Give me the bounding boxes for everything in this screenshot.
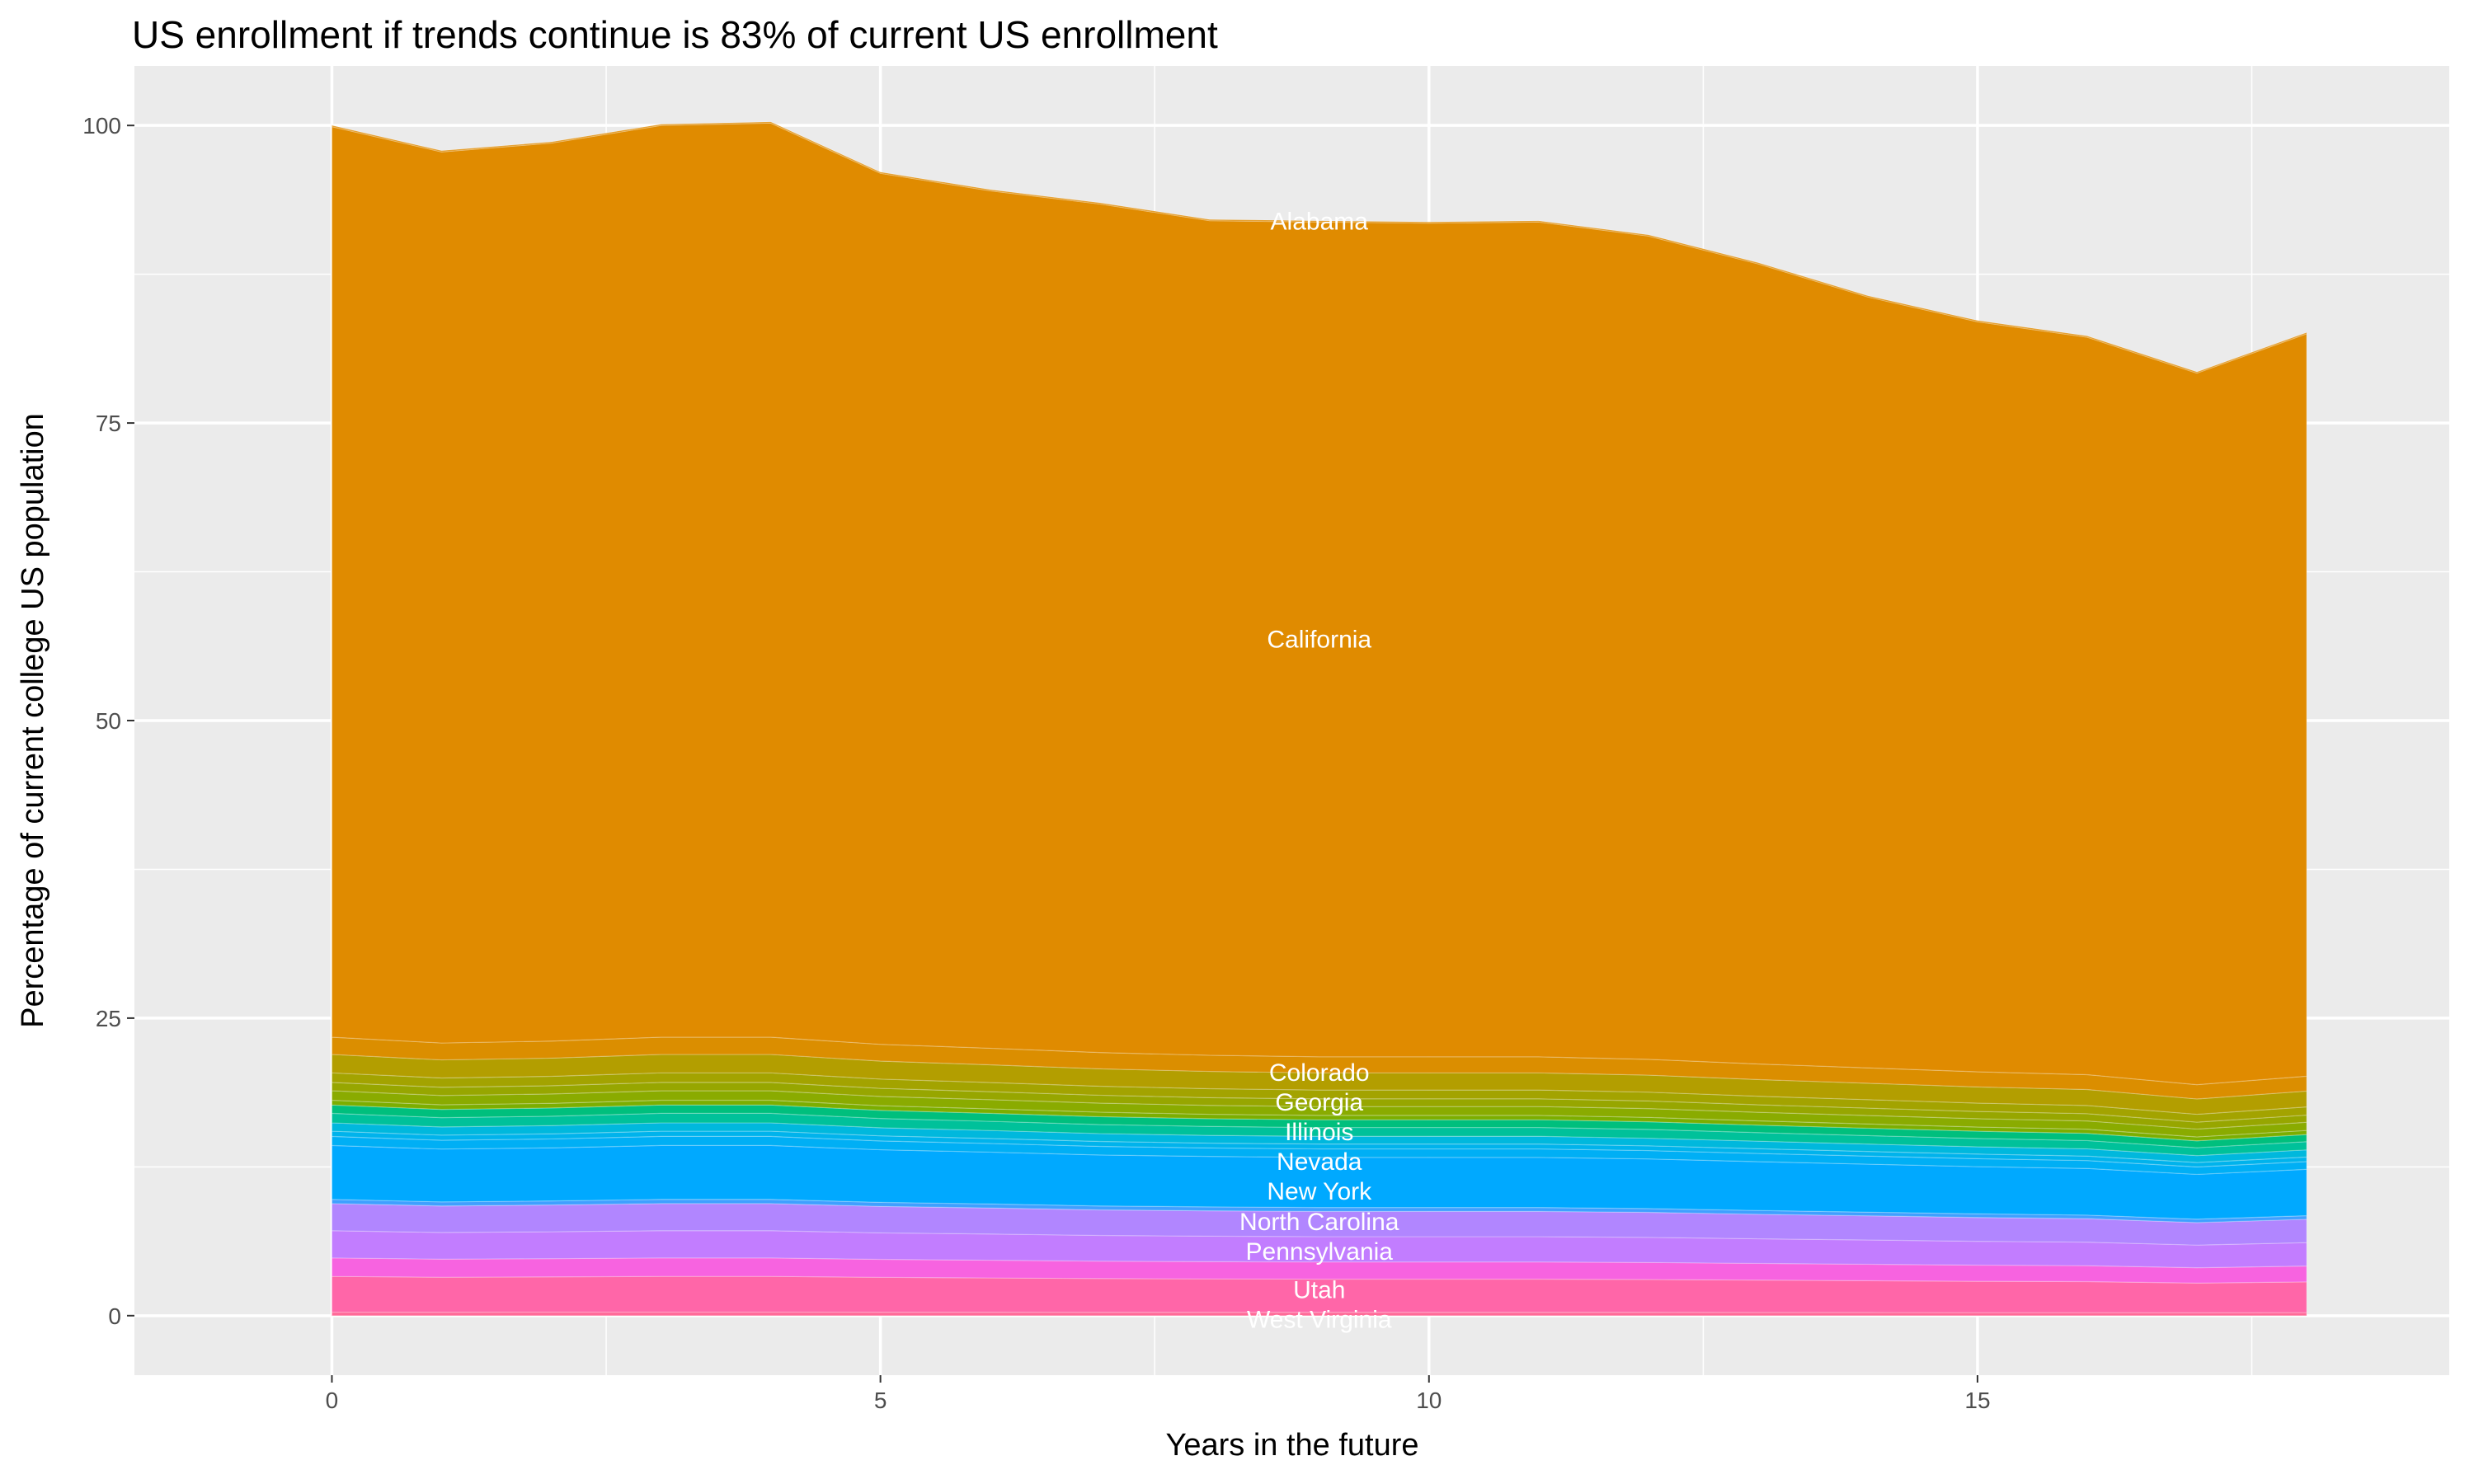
y-tick-label: 75 — [96, 411, 121, 436]
x-axis-ticks: 0 5 10 15 — [326, 1375, 1991, 1413]
area-series-14 — [331, 1082, 2307, 1130]
x-axis-title: Years in the future — [1165, 1428, 1418, 1463]
x-tick-label: 10 — [1416, 1388, 1442, 1413]
chart-title: US enrollment if trends continue is 83% … — [132, 13, 1218, 56]
state-label: California — [1267, 627, 1371, 654]
y-tick-label: 100 — [82, 113, 121, 139]
y-tick-label: 25 — [96, 1006, 121, 1031]
state-label: Utah — [1293, 1277, 1345, 1304]
state-label: New York — [1267, 1178, 1372, 1205]
area-alabama — [331, 121, 2307, 374]
area-north-carolina — [331, 1203, 2307, 1246]
state-label: North Carolina — [1239, 1209, 1399, 1236]
state-label: Nevada — [1277, 1148, 1362, 1176]
area-colorado — [331, 1054, 2307, 1115]
state-label: West Virginia — [1247, 1307, 1392, 1334]
area-series-15 — [331, 1072, 2307, 1123]
state-label: Colorado — [1269, 1059, 1370, 1087]
x-tick-label: 0 — [326, 1388, 339, 1413]
x-tick-label: 15 — [1964, 1388, 1990, 1413]
y-axis-title: Percentage of current college US populat… — [16, 413, 50, 1028]
areas — [331, 121, 2307, 1317]
y-axis-ticks: 0 25 50 75 100 — [82, 113, 134, 1329]
state-label: Alabama — [1271, 209, 1369, 236]
y-tick-label: 50 — [96, 708, 121, 734]
state-label: Illinois — [1285, 1119, 1353, 1146]
y-tick-label: 0 — [108, 1303, 121, 1329]
state-label: Pennsylvania — [1246, 1238, 1394, 1266]
x-tick-label: 5 — [874, 1388, 887, 1413]
area-west-virginia — [331, 1311, 2307, 1317]
area-series-9 — [331, 1122, 2307, 1163]
state-label: Georgia — [1275, 1089, 1363, 1116]
